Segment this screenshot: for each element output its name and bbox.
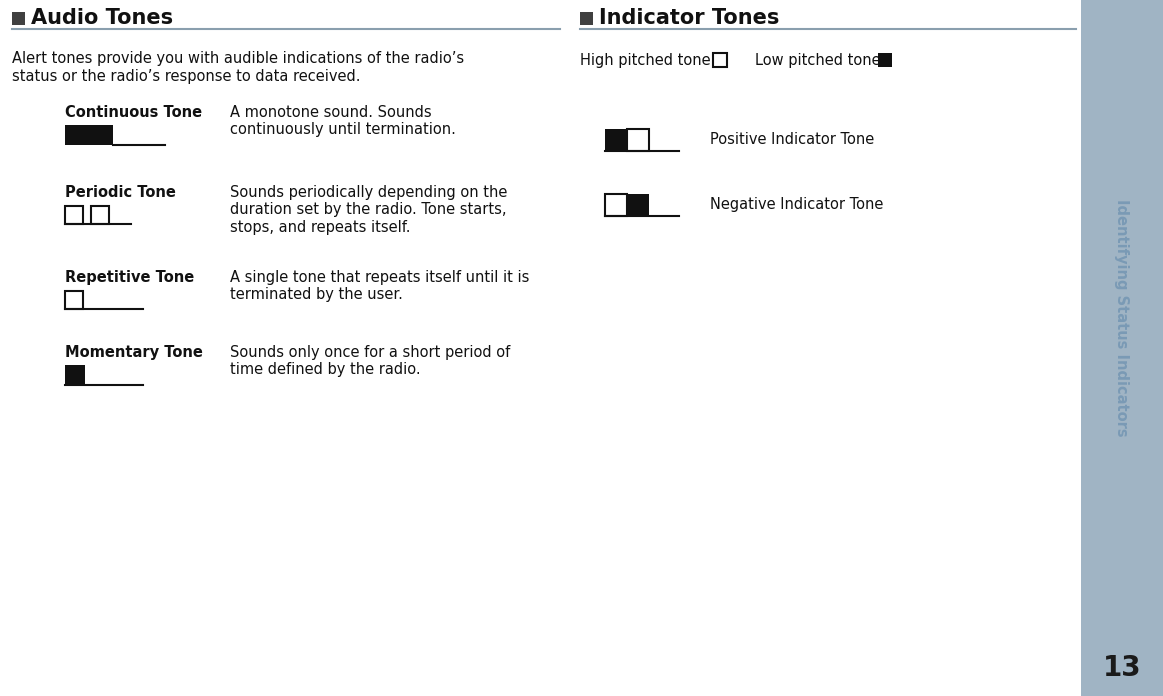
Bar <box>65 206 83 224</box>
Bar <box>605 194 627 216</box>
Text: Alert tones provide you with audible indications of the radio’s: Alert tones provide you with audible ind… <box>12 51 464 65</box>
Text: Negative Indicator Tone: Negative Indicator Tone <box>709 198 884 212</box>
Bar <box>65 125 113 145</box>
Text: Continuous Tone: Continuous Tone <box>65 105 202 120</box>
Text: status or the radio’s response to data received.: status or the radio’s response to data r… <box>12 68 361 84</box>
Text: Momentary Tone: Momentary Tone <box>65 345 202 360</box>
Text: Low pitched tone: Low pitched tone <box>755 52 880 68</box>
Text: Indicator Tones: Indicator Tones <box>599 8 779 28</box>
Bar <box>605 129 627 151</box>
Bar <box>65 365 85 385</box>
Text: Identifying Status Indicators: Identifying Status Indicators <box>1114 199 1129 437</box>
Bar <box>627 194 649 216</box>
Text: A monotone sound. Sounds
continuously until termination.: A monotone sound. Sounds continuously un… <box>230 105 456 137</box>
Text: Positive Indicator Tone: Positive Indicator Tone <box>709 132 875 148</box>
Bar <box>12 12 24 24</box>
Text: A single tone that repeats itself until it is
terminated by the user.: A single tone that repeats itself until … <box>230 270 529 302</box>
Bar <box>878 53 892 67</box>
Text: Periodic Tone: Periodic Tone <box>65 185 176 200</box>
Text: Sounds only once for a short period of
time defined by the radio.: Sounds only once for a short period of t… <box>230 345 511 377</box>
Bar <box>1080 0 1163 696</box>
Text: 13: 13 <box>1103 654 1141 682</box>
Bar <box>713 53 727 67</box>
Bar <box>91 206 109 224</box>
Text: Sounds periodically depending on the
duration set by the radio. Tone starts,
sto: Sounds periodically depending on the dur… <box>230 185 507 235</box>
Text: High pitched tone: High pitched tone <box>580 52 711 68</box>
Text: Repetitive Tone: Repetitive Tone <box>65 270 194 285</box>
Bar <box>627 129 649 151</box>
Text: Audio Tones: Audio Tones <box>31 8 173 28</box>
Bar <box>65 291 83 309</box>
Bar <box>580 12 593 24</box>
